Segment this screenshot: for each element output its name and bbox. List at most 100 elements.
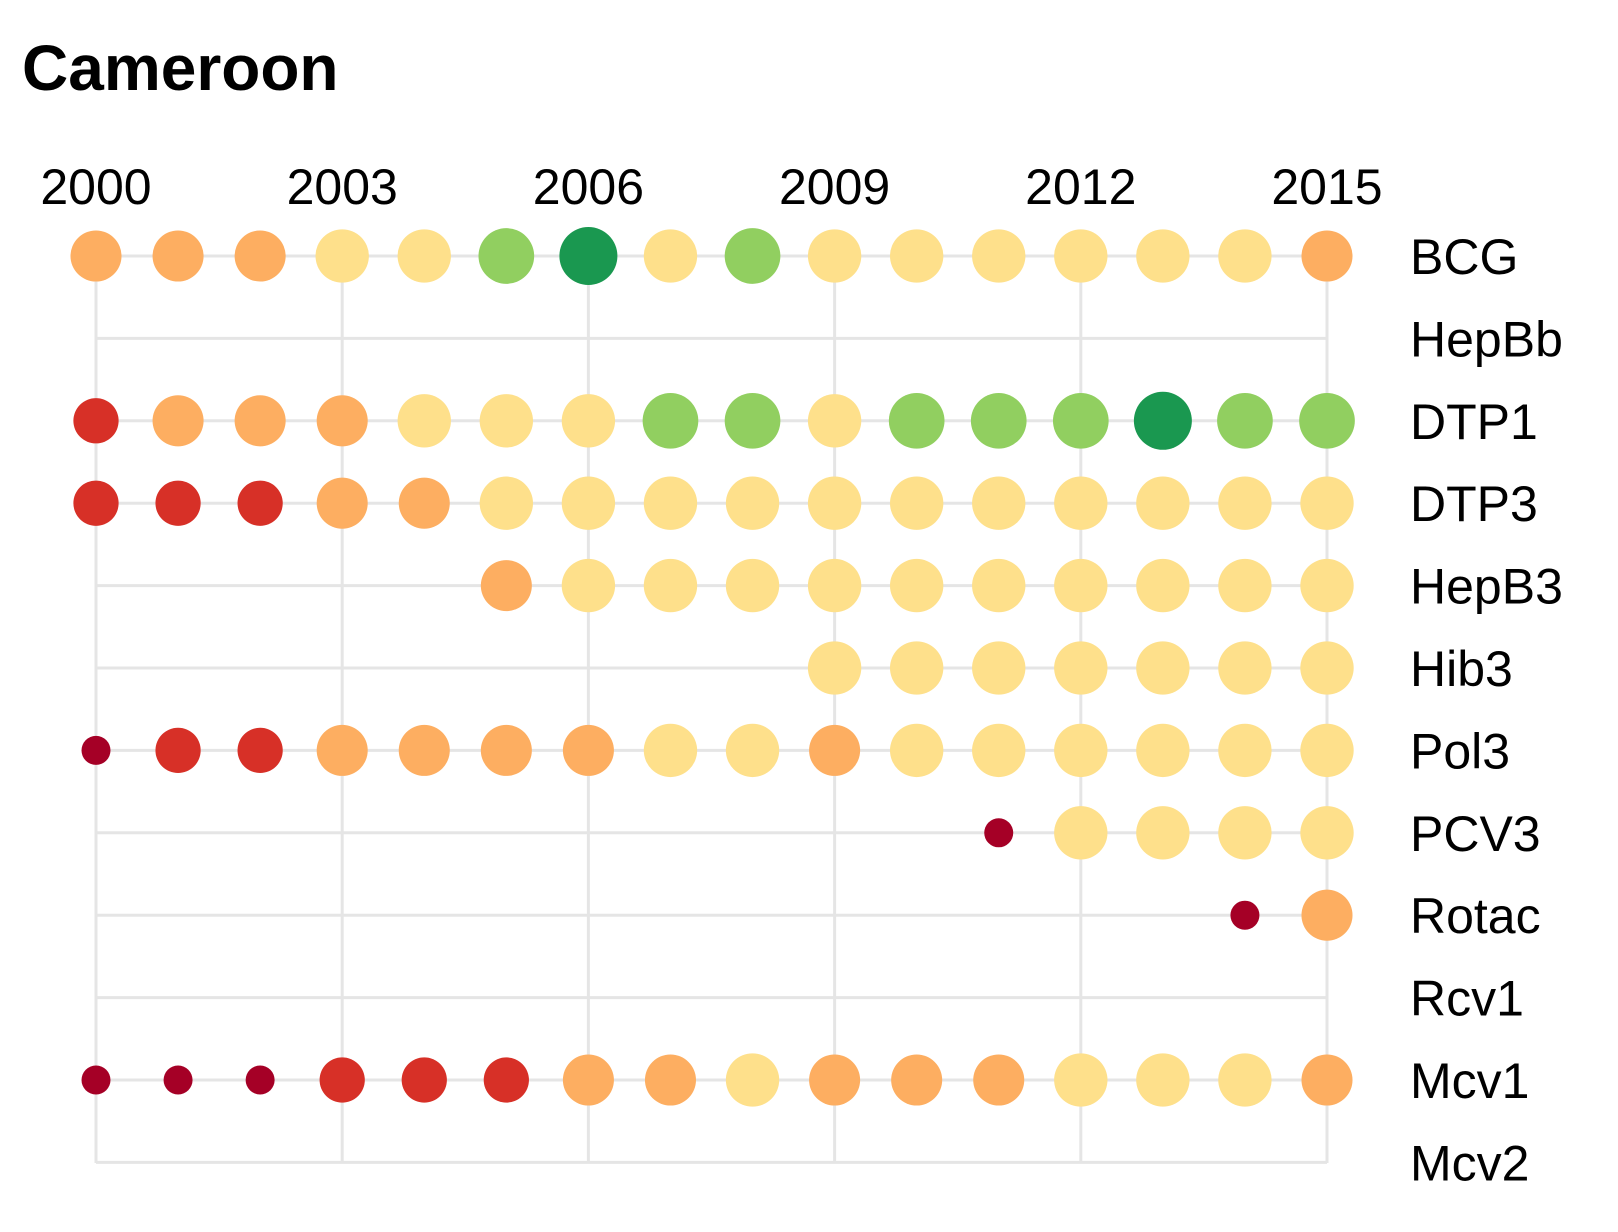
dot-pcv3-2011 — [984, 818, 1014, 848]
dot-hib3-2009 — [807, 641, 862, 695]
dot-bcg-2008 — [724, 228, 781, 284]
dot-hepb3-2006 — [561, 558, 616, 613]
dot-hib3-2014 — [1218, 641, 1272, 695]
dot-dtp3-2014 — [1218, 476, 1272, 530]
row-label-mcv2: Mcv2 — [1410, 1135, 1529, 1191]
row-label-hepbb: HepBb — [1410, 311, 1563, 367]
dot-mcv1-2004 — [401, 1057, 447, 1103]
dot-bcg-2007 — [643, 229, 698, 283]
dot-mcv1-2005 — [483, 1057, 529, 1103]
dot-mcv1-2013 — [1136, 1053, 1190, 1107]
dot-pol3-2015 — [1300, 723, 1354, 778]
dot-mcv1-2003 — [319, 1057, 365, 1103]
dot-hepb3-2010 — [889, 558, 944, 613]
dot-mcv1-2009 — [809, 1054, 861, 1106]
dot-dtp3-2012 — [1054, 476, 1108, 530]
dot-pol3-2010 — [889, 723, 944, 778]
chart-title: Cameroon — [22, 32, 339, 104]
dot-pol3-2009 — [809, 724, 861, 776]
row-labels: BCG HepBb DTP1 DTP3 HepB3 Hib3 Pol3 PCV3 Rotac Rc… — [1410, 229, 1563, 1191]
row-label-rcv1: Rcv1 — [1410, 971, 1524, 1027]
dot-bcg-2009 — [807, 229, 862, 283]
dot-dtp3-2003 — [316, 477, 368, 529]
dot-dtp1-2003 — [316, 395, 368, 447]
dot-dtp1-2002 — [234, 395, 286, 447]
dot-pol3-2012 — [1054, 723, 1108, 778]
row-label-mcv1: Mcv1 — [1410, 1053, 1529, 1109]
row-label-dtp3: DTP3 — [1410, 476, 1538, 532]
dot-bcg-2001 — [152, 230, 204, 282]
dot-dtp1-2005 — [479, 394, 534, 448]
dot-hib3-2010 — [889, 641, 944, 695]
dot-dtp1-2009 — [807, 394, 862, 448]
dot-pol3-2004 — [398, 724, 450, 776]
x-tick-label-2015: 2015 — [1271, 159, 1382, 215]
dot-hepb3-2008 — [725, 558, 780, 613]
grid-layer — [94, 254, 1329, 1164]
dot-bcg-2012 — [1054, 229, 1108, 283]
dot-dtp1-2004 — [397, 394, 451, 448]
dot-pol3-2000 — [81, 735, 111, 765]
dot-rotac-2014 — [1230, 900, 1260, 930]
row-label-pol3: Pol3 — [1410, 723, 1510, 779]
dot-bcg-2005 — [478, 228, 535, 284]
row-label-hepb3: HepB3 — [1410, 559, 1563, 615]
dot-dtp3-2008 — [725, 476, 780, 530]
dot-dtp1-2008 — [724, 392, 781, 449]
dot-bcg-2003 — [315, 229, 369, 283]
dot-hepb3-2015 — [1300, 558, 1354, 613]
x-axis-ticks: 2000 2003 2006 2009 2012 2015 — [40, 159, 1382, 215]
dot-mcv1-2006 — [562, 1054, 614, 1106]
dot-dtp3-2002 — [237, 480, 283, 526]
dot-dtp3-2007 — [643, 476, 698, 530]
dot-hib3-2011 — [972, 641, 1026, 695]
dot-dtp1-2011 — [970, 392, 1027, 449]
dot-pol3-2006 — [562, 724, 614, 776]
dot-hib3-2015 — [1300, 641, 1354, 695]
x-tick-label-2012: 2012 — [1025, 159, 1136, 215]
row-label-dtp1: DTP1 — [1410, 394, 1538, 450]
dot-hepb3-2005 — [480, 560, 532, 612]
dot-dtp1-2013 — [1133, 391, 1192, 450]
dot-dtp1-2010 — [888, 392, 945, 449]
dot-pol3-2011 — [972, 723, 1026, 778]
dot-hepb3-2012 — [1054, 558, 1108, 613]
dot-hepb3-2009 — [807, 558, 862, 613]
dot-dtp1-2007 — [642, 392, 699, 449]
dot-mcv1-2007 — [644, 1054, 696, 1106]
dot-dtp3-2013 — [1136, 476, 1190, 530]
dot-dtp3-2010 — [889, 476, 944, 530]
dot-dtp3-2015 — [1300, 476, 1354, 530]
dot-hib3-2013 — [1136, 641, 1190, 695]
dot-pol3-2007 — [643, 723, 698, 778]
dot-hib3-2012 — [1054, 641, 1108, 695]
dot-bcg-2004 — [397, 229, 451, 283]
dot-dtp1-2000 — [73, 398, 119, 444]
x-tick-label-2006: 2006 — [533, 159, 644, 215]
dot-hepb3-2011 — [972, 558, 1026, 613]
dot-bcg-2006 — [559, 227, 618, 285]
dot-dtp1-2014 — [1217, 392, 1273, 449]
dot-rotac-2015 — [1301, 889, 1353, 941]
dot-pol3-2001 — [155, 727, 201, 774]
row-label-hib3: Hib3 — [1410, 641, 1513, 697]
dot-pcv3-2015 — [1300, 806, 1354, 860]
dot-mcv1-2014 — [1218, 1053, 1272, 1107]
dot-mcv1-2001 — [163, 1065, 193, 1095]
dot-pol3-2013 — [1136, 723, 1190, 778]
dot-dtp3-2011 — [972, 476, 1026, 530]
dot-pol3-2003 — [316, 724, 368, 776]
dot-bcg-2011 — [972, 229, 1026, 283]
dot-mcv1-2002 — [245, 1065, 275, 1095]
dot-dtp3-2001 — [155, 480, 201, 526]
dot-bcg-2013 — [1136, 229, 1190, 283]
data-points — [70, 227, 1355, 1107]
dot-bcg-2000 — [70, 230, 122, 282]
dot-dtp1-2015 — [1299, 392, 1355, 449]
x-tick-label-2009: 2009 — [779, 159, 890, 215]
dot-mcv1-2012 — [1054, 1053, 1108, 1107]
dot-bcg-2014 — [1218, 229, 1272, 283]
dot-hepb3-2007 — [643, 558, 698, 613]
